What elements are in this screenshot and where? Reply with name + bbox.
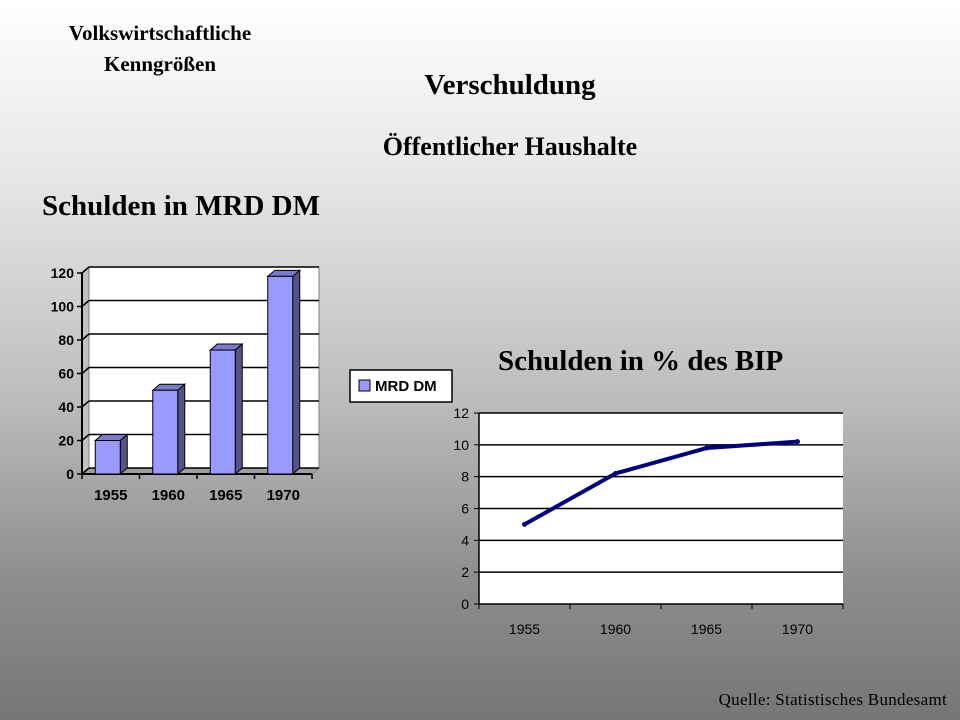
gridline-diag: [81, 400, 90, 408]
gridline-diag: [81, 366, 90, 375]
gridline-diag: [81, 333, 90, 341]
bar: [152, 389, 179, 475]
x-tick-label: 1955: [94, 487, 127, 504]
gridline-diag: [81, 266, 90, 274]
series-line: [522, 439, 800, 527]
x-tick-label: 1965: [691, 621, 722, 637]
gridline-diag: [81, 299, 90, 308]
bar-side: [119, 433, 128, 476]
bar-side: [177, 383, 186, 476]
y-tick-label: 60: [58, 366, 74, 382]
x-tick-label: 1970: [782, 621, 813, 637]
page-subtitle: Öffentlicher Haushalte: [382, 132, 638, 161]
source-note: Quelle: Statistisches Bundesamt: [718, 690, 947, 709]
y-tick-label: 80: [58, 332, 74, 348]
line-chart-title: Schulden in % des BIP: [498, 345, 784, 377]
y-tick-label: 40: [58, 399, 74, 415]
y-tick-label: 20: [58, 433, 74, 449]
y-tick-label: 0: [66, 466, 74, 482]
data-point: [704, 445, 709, 451]
y-tick-label: 10: [453, 437, 469, 453]
legend: [349, 369, 453, 403]
y-tick-label: 0: [461, 596, 469, 612]
y-tick-label: 120: [51, 265, 75, 281]
bar-side: [234, 342, 243, 476]
bar: [209, 349, 236, 475]
page-title: Verschuldung: [424, 69, 596, 101]
data-point: [795, 439, 800, 445]
legend-swatch: [358, 379, 371, 392]
y-tick-label: 12: [453, 405, 469, 421]
bar-chart: 0 20 40 60 80 100 120 1955 1960 1965 1970 MRD DM: [51, 265, 453, 504]
y-tick-label: 2: [461, 564, 469, 580]
x-tick-label: 1965: [209, 487, 242, 504]
x-tick-label: 1955: [509, 621, 540, 637]
line-chart: 0 2 4 6 8 10 12 1955 1960 1965 1970: [453, 405, 844, 637]
data-point: [613, 470, 618, 476]
x-tick-label: 1960: [152, 487, 185, 504]
x-tick-label: 1970: [267, 487, 300, 504]
bar: [94, 440, 121, 475]
bar-chart-title: Schulden in MRD DM: [42, 190, 320, 222]
legend-label: MRD DM: [375, 378, 437, 395]
y-tick-label: 6: [461, 501, 469, 517]
y-tick-label: 4: [461, 532, 469, 548]
bar-side: [292, 269, 301, 476]
y-tick-label: 100: [51, 299, 75, 315]
gridline-diag: [81, 433, 90, 442]
bar: [267, 275, 294, 475]
x-tick-label: 1960: [600, 621, 631, 637]
y-tick-label: 8: [461, 469, 469, 485]
data-point: [522, 521, 527, 527]
section-title: Volkswirtschaftliche Kenngrößen: [68, 21, 252, 76]
